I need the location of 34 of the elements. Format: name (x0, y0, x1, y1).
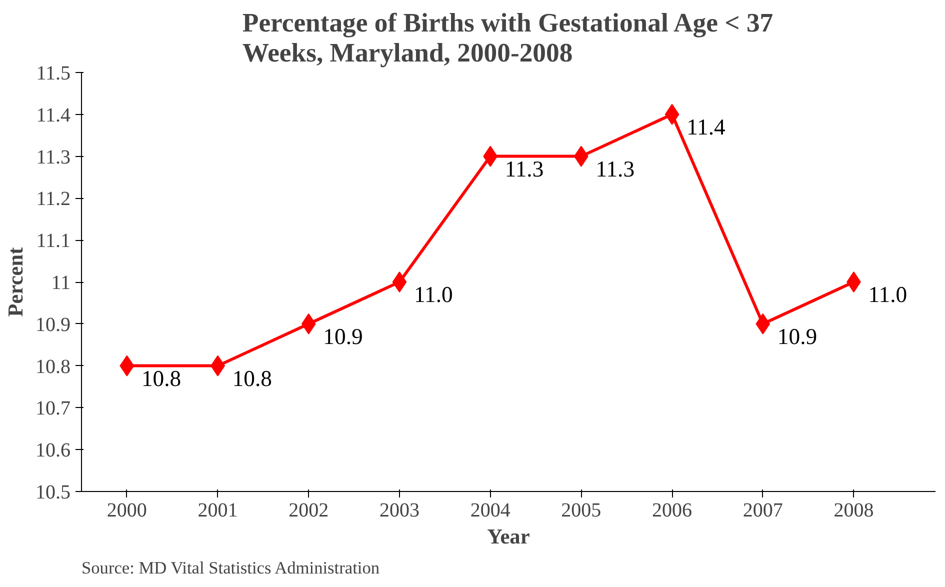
x-tick-label: 2005 (561, 500, 602, 522)
y-tick-label: 10.8 (36, 356, 70, 378)
y-tick-label: 10.5 (36, 482, 70, 504)
x-tick-label: 2007 (742, 500, 783, 522)
data-label: 11.0 (868, 282, 908, 308)
data-label: 10.8 (141, 366, 182, 391)
y-tick-label: 11.3 (36, 146, 71, 168)
y-tick-label: 11.2 (36, 188, 71, 210)
y-tick-label: 10.7 (36, 398, 70, 420)
data-label: 10.8 (232, 366, 272, 391)
y-tick-label: 10.9 (36, 314, 70, 336)
data-label: 11.3 (596, 156, 635, 182)
x-tick-label: 2004 (470, 500, 510, 522)
x-tick-label: 2002 (288, 500, 329, 522)
y-tick-label: 11.1 (36, 230, 71, 252)
x-tick-label: 2008 (834, 500, 874, 522)
data-label: 10.9 (777, 324, 818, 349)
x-tick-label: 2001 (198, 500, 238, 522)
point (392, 272, 407, 292)
data-label: 10.9 (323, 324, 363, 349)
y-tick-label: 11.4 (36, 104, 71, 126)
data-label: 11.3 (504, 156, 544, 182)
x-axis-title: Year (487, 524, 530, 548)
y-axis-title: Percent (4, 246, 28, 317)
x-tick-label: 2006 (652, 500, 692, 522)
y-tick-label: 11.5 (36, 62, 71, 84)
y-tick-label: 11 (51, 272, 71, 294)
x-tick-label: 2003 (379, 500, 420, 522)
y-tick-label: 10.6 (36, 440, 70, 462)
data-label: 11.0 (414, 282, 453, 308)
chart-title: Percentage of Births with Gestational Age < 37 Weeks, Maryland, 2000-2008 (242, 8, 774, 68)
source-note: Source: MD Vital Statistics Administration (82, 558, 380, 578)
data-label: 11.4 (686, 114, 726, 140)
x-tick-label: 2000 (106, 500, 147, 522)
